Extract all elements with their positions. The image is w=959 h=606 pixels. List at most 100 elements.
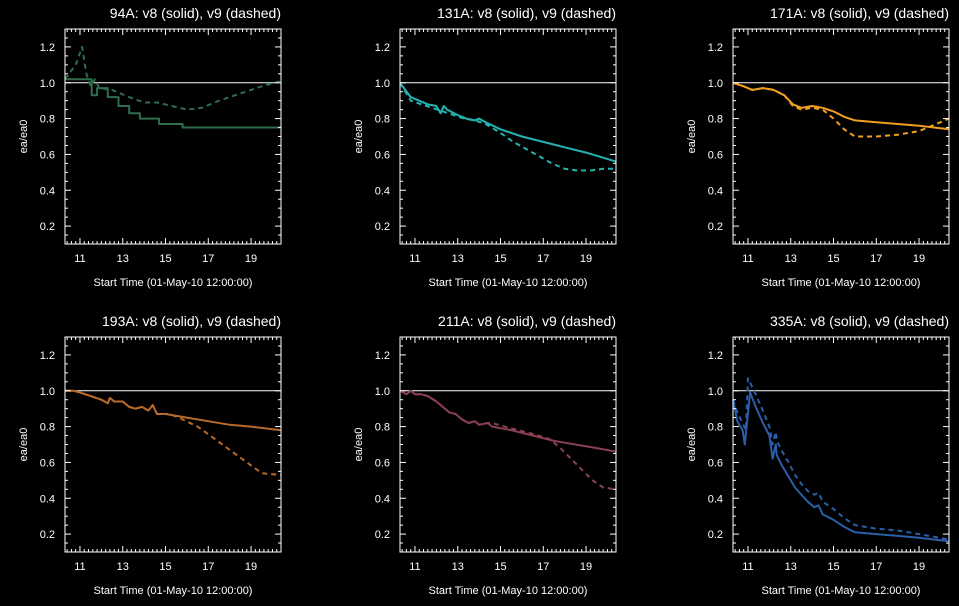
axes-frame: [64, 336, 282, 553]
y-tick-label: 0.2: [708, 529, 723, 541]
y-tick-label: 0.2: [40, 529, 55, 541]
y-tick-label: 0.2: [40, 221, 55, 233]
chart-title: 193A: v8 (solid), v9 (dashed): [102, 313, 281, 329]
x-tick-label: 11: [409, 561, 420, 573]
chart-panel: 11 13 15 17 19 0.2 0.4 0.6 0.8 1.0 1.2 193A: v8 (so…: [18, 313, 282, 597]
y-tick-label: 0.8: [375, 422, 390, 434]
y-tick-label: 0.6: [40, 149, 55, 161]
chart-title: 131A: v8 (solid), v9 (dashed): [437, 5, 616, 21]
y-tick-label: 1.0: [40, 78, 55, 90]
axes-frame: [732, 336, 950, 553]
y-tick-label: 1.0: [375, 386, 390, 398]
x-axis-label: Start Time (01-May-10 12:00:00): [762, 277, 921, 289]
y-axis-label: ea/ea0: [686, 428, 698, 462]
x-tick-label: 19: [580, 253, 592, 265]
y-tick-label: 1.2: [40, 350, 55, 362]
x-tick-label: 19: [245, 561, 257, 573]
y-tick-label: 1.2: [375, 350, 390, 362]
y-tick-label: 0.4: [708, 493, 723, 505]
x-axis-label: Start Time (01-May-10 12:00:00): [94, 277, 253, 289]
y-axis-label: ea/ea0: [18, 428, 30, 462]
x-tick-label: 13: [117, 561, 129, 573]
y-tick-label: 0.8: [708, 114, 723, 126]
x-tick-label: 11: [742, 253, 753, 265]
series-v8-solid: [65, 389, 282, 432]
x-axis-label: Start Time (01-May-10 12:00:00): [429, 585, 588, 597]
y-tick-label: 0.8: [708, 422, 723, 434]
series-v9-dashed: [732, 81, 950, 138]
y-axis-label: ea/ea0: [18, 120, 30, 154]
y-tick-label: 0.6: [708, 149, 723, 161]
y-axis-label: ea/ea0: [353, 120, 365, 154]
axes-frame: [732, 28, 950, 245]
x-tick-label: 17: [870, 253, 882, 265]
y-tick-label: 1.0: [708, 78, 723, 90]
chart-panel: 11 13 15 17 19 0.2 0.4 0.6 0.8 1.0 1.2 335A: v8 (so…: [686, 313, 950, 597]
y-tick-label: 0.6: [708, 457, 723, 469]
x-axis-label: Start Time (01-May-10 12:00:00): [94, 585, 253, 597]
y-tick-label: 1.0: [708, 386, 723, 398]
x-tick-label: 15: [827, 561, 839, 573]
axes-frame: [64, 28, 282, 245]
x-tick-label: 17: [537, 253, 549, 265]
y-tick-label: 0.4: [40, 493, 55, 505]
y-tick-label: 0.6: [40, 457, 55, 469]
y-tick-label: 1.2: [40, 42, 55, 54]
x-tick-label: 13: [117, 253, 129, 265]
y-tick-label: 0.8: [375, 114, 390, 126]
x-tick-label: 17: [202, 253, 214, 265]
x-tick-label: 17: [870, 561, 882, 573]
x-tick-label: 17: [537, 561, 549, 573]
y-tick-label: 0.4: [375, 185, 390, 197]
y-axis-label: ea/ea0: [353, 428, 365, 462]
y-tick-label: 0.8: [40, 422, 55, 434]
chart-panel: 11 13 15 17 19 0.2 0.4 0.6 0.8 1.0 1.2 94A: v8 (sol…: [18, 5, 282, 289]
x-tick-label: 13: [452, 253, 464, 265]
series-v9-dashed: [399, 82, 616, 172]
y-tick-label: 0.6: [375, 457, 390, 469]
axes-frame: [399, 28, 617, 245]
chart-title: 335A: v8 (solid), v9 (dashed): [770, 313, 949, 329]
chart-panel: 11 13 15 17 19 0.2 0.4 0.6 0.8 1.0 1.2 131A: v8 (so…: [353, 5, 617, 289]
series-v8-solid: [399, 82, 617, 163]
chart-title: 211A: v8 (solid), v9 (dashed): [438, 313, 616, 329]
x-tick-label: 17: [202, 561, 214, 573]
y-tick-label: 1.2: [708, 42, 723, 54]
series-v8-solid: [732, 81, 950, 131]
y-tick-label: 0.4: [708, 185, 723, 197]
y-tick-label: 0.2: [375, 529, 390, 541]
x-tick-label: 11: [74, 253, 85, 265]
series-v8-solid: [65, 78, 281, 129]
series-v9-dashed: [399, 389, 617, 491]
series-v9-dashed: [65, 389, 282, 476]
y-tick-label: 0.2: [375, 221, 390, 233]
chart-panel: 11 13 15 17 19 0.2 0.4 0.6 0.8 1.0 1.2 211A: v8 (so…: [353, 313, 617, 597]
chart-title: 171A: v8 (solid), v9 (dashed): [770, 5, 949, 21]
y-tick-label: 0.2: [708, 221, 723, 233]
x-tick-label: 19: [913, 561, 925, 573]
x-tick-label: 15: [159, 561, 171, 573]
x-axis-label: Start Time (01-May-10 12:00:00): [429, 277, 588, 289]
y-tick-label: 0.6: [375, 149, 390, 161]
x-tick-label: 13: [452, 561, 464, 573]
x-tick-label: 19: [245, 253, 257, 265]
series-v9-dashed: [732, 377, 950, 541]
x-tick-label: 15: [494, 253, 506, 265]
axes-frame: [399, 336, 617, 553]
chart-title: 94A: v8 (solid), v9 (dashed): [110, 5, 281, 21]
y-tick-label: 1.2: [708, 350, 723, 362]
y-axis-label: ea/ea0: [686, 120, 698, 154]
x-tick-label: 19: [580, 561, 592, 573]
y-tick-label: 0.4: [375, 493, 390, 505]
y-tick-label: 1.0: [40, 386, 55, 398]
x-axis-label: Start Time (01-May-10 12:00:00): [762, 585, 921, 597]
y-tick-label: 0.4: [40, 185, 55, 197]
x-tick-label: 11: [74, 561, 85, 573]
chart-panel: 11 13 15 17 19 0.2 0.4 0.6 0.8 1.0 1.2 171A: v8 (so…: [686, 5, 950, 289]
x-tick-label: 15: [159, 253, 171, 265]
x-tick-label: 11: [409, 253, 420, 265]
series-v9-dashed: [64, 45, 282, 111]
x-tick-label: 15: [494, 561, 506, 573]
y-tick-label: 1.2: [375, 42, 390, 54]
